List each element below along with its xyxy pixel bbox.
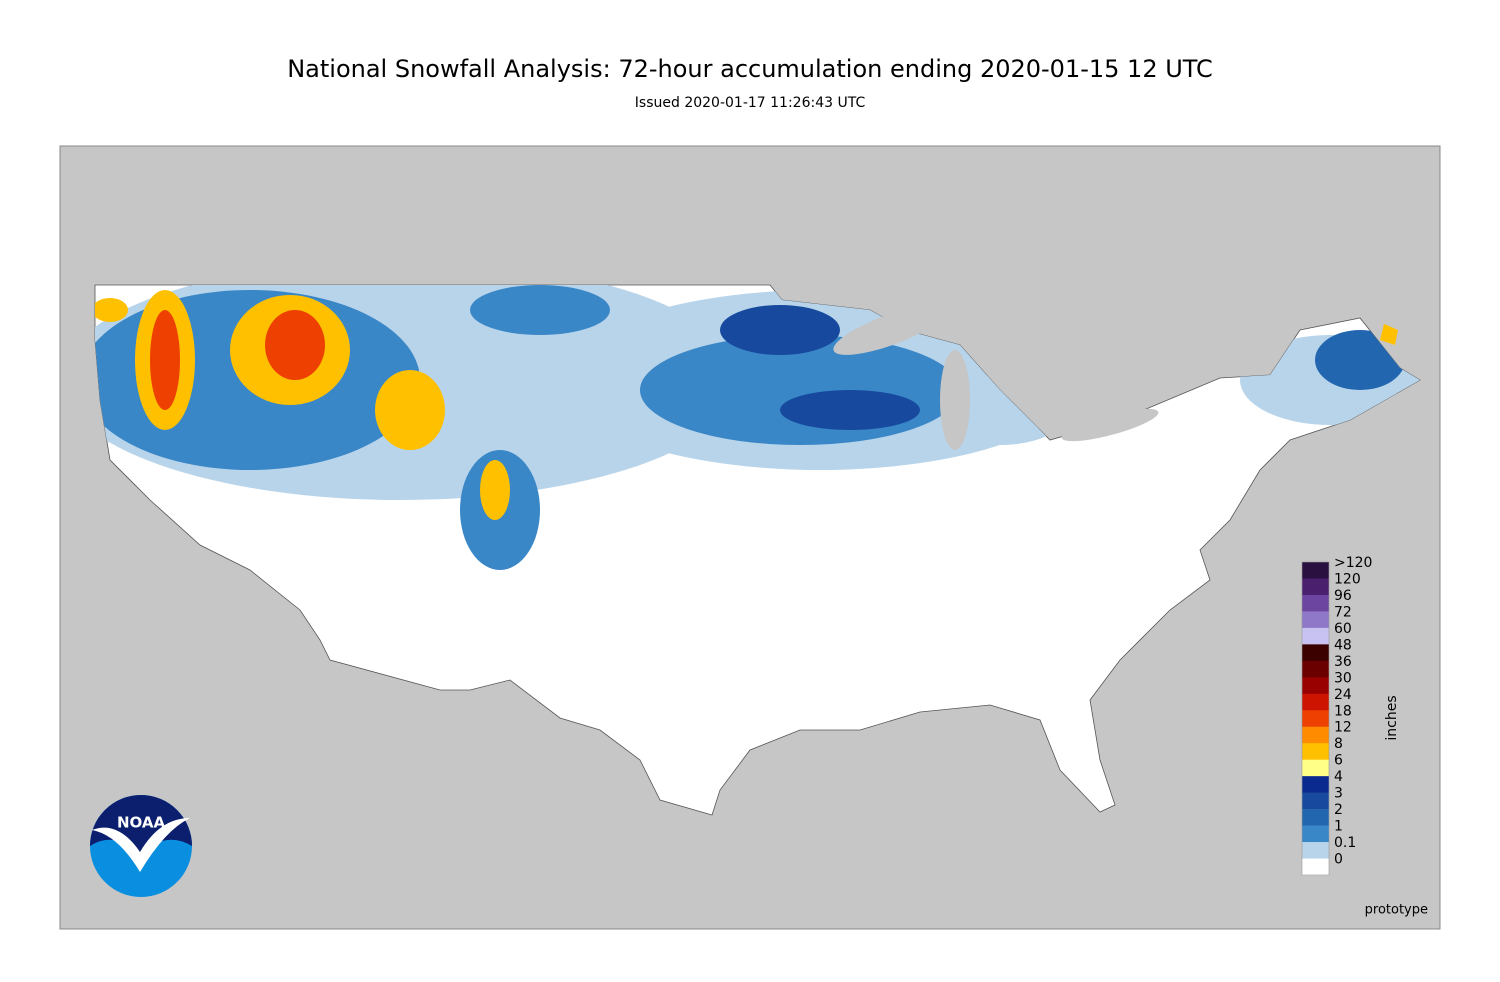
legend-label: 48 [1334,637,1352,653]
legend-label: 6 [1334,753,1343,769]
noaa-logo: NOAA [90,795,192,897]
legend-swatch [1302,710,1329,728]
legend-label: 96 [1334,588,1352,604]
legend-swatch [1302,726,1329,744]
legend-swatch [1302,627,1329,645]
legend-label: 0.1 [1334,835,1356,851]
legend-swatch [1302,792,1329,810]
legend-label: 24 [1334,687,1352,703]
legend-swatch [1302,660,1329,678]
legend-swatch [1302,743,1329,760]
subtitle: Issued 2020-01-17 11:26:43 UTC [635,95,866,111]
title: National Snowfall Analysis: 72-hour accu… [287,55,1213,83]
legend-swatch [1302,611,1329,629]
legend-swatch [1302,776,1329,793]
legend-swatch [1302,759,1329,777]
legend-label: 0 [1334,852,1343,868]
legend-swatch [1302,644,1329,662]
legend-label: 2 [1334,802,1343,818]
legend: inches >1201209672604836302418128643210.… [1301,555,1400,876]
map: prototype [59,145,1441,930]
legend-swatch [1302,842,1329,859]
legend-swatch [1302,825,1329,843]
legend-label: 12 [1334,720,1352,736]
legend-swatch [1302,677,1329,695]
legend-label: 36 [1334,654,1352,670]
note: prototype [1365,903,1428,918]
legend-label: 3 [1334,786,1343,802]
legend-label: >120 [1334,555,1372,571]
legend-unit: inches [1384,695,1400,740]
maine-snow [1380,324,1398,345]
legend-swatch [1302,562,1329,579]
lake-michigan [940,350,970,450]
legend-swatch [1302,594,1329,612]
logo-text: NOAA [117,814,166,832]
legend-label: 4 [1334,769,1343,785]
legend-swatch [1302,809,1329,826]
legend-swatch [1302,578,1329,596]
legend-label: 8 [1334,736,1343,752]
legend-label: 60 [1334,621,1352,637]
legend-swatch [1302,858,1329,876]
legend-label: 1 [1334,819,1343,835]
legend-label: 30 [1334,670,1352,686]
lake-erie [1061,408,1159,442]
legend-border [1301,561,1330,876]
lake-superior [833,305,947,355]
legend-label: 120 [1334,571,1361,587]
legend-swatch [1302,693,1329,711]
legend-label: 18 [1334,703,1352,719]
legend-label: 72 [1334,604,1352,620]
